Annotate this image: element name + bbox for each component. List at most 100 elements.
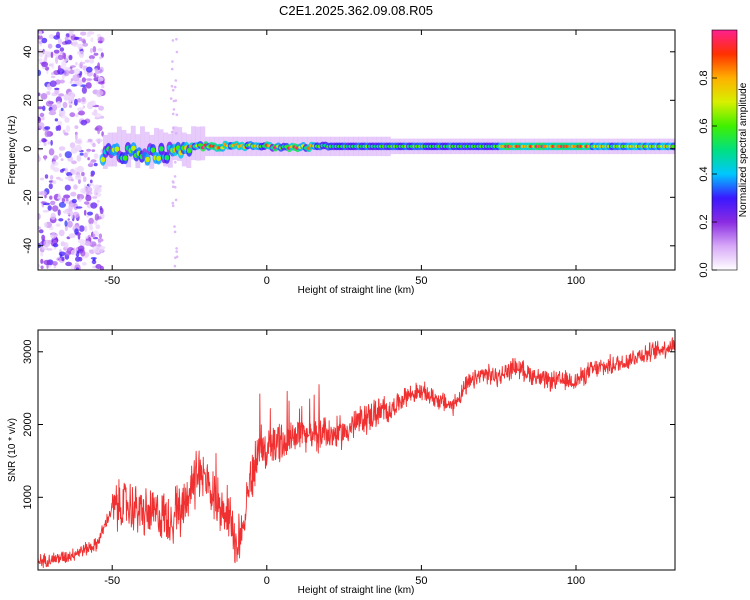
colorbar-tick-label: 0.0 (698, 262, 710, 277)
heatmap-noise-cell (68, 99, 71, 105)
colorbar-tick-label: 0.8 (698, 70, 710, 85)
heatmap-noise-cell (58, 251, 66, 257)
heatmap-noise-cell (92, 258, 96, 262)
heatmap-noise-cell (40, 93, 48, 100)
heatmap-noise-cell (40, 265, 44, 270)
heatmap-noise-cell (44, 174, 49, 179)
heatmap-band-core (150, 147, 156, 153)
heatmap-noise-cell (80, 31, 87, 36)
heatmap-noise-cell (74, 228, 79, 235)
heatmap-noise-cell (38, 92, 41, 97)
heatmap-noise-cell (44, 130, 51, 138)
heatmap-noise-cell (39, 112, 45, 118)
heatmap-noise-cell (71, 160, 77, 165)
heatmap-noise-cell (63, 194, 71, 199)
heatmap-noise-cell (48, 34, 55, 39)
heatmap-noise-cell (89, 102, 97, 106)
heatmap-noise-cell (80, 249, 86, 257)
heatmap-noise-cell (48, 63, 53, 67)
heatmap-noise-cell (98, 239, 102, 244)
heatmap-noise-cell (99, 206, 103, 211)
spectrogram-x-tick-label: 0 (264, 275, 270, 287)
heatmap-noise-cell (57, 38, 63, 45)
heatmap-noise-cell (47, 141, 51, 145)
heatmap-noise-cell (50, 139, 53, 146)
heatmap-noise-cell (97, 48, 103, 52)
heatmap-noise-cell (84, 225, 88, 232)
heatmap-noise-cell (61, 197, 66, 203)
heatmap-noise-cell (51, 72, 55, 76)
spectrogram-marks (38, 30, 675, 270)
snr-series-line (38, 337, 675, 569)
heatmap-noise-cell (53, 167, 60, 173)
heatmap-noise-cell (50, 200, 56, 206)
heatmap-noise-cell (94, 186, 100, 192)
heatmap-noise-cell (93, 73, 97, 78)
heatmap-noise-cell (40, 177, 45, 181)
heatmap-noise-cell (64, 117, 70, 123)
heatmap-noise-cell (38, 155, 41, 163)
heatmap-noise-cell (95, 224, 101, 230)
heatmap-noise-cell (70, 191, 77, 197)
heatmap-noise-cell (76, 98, 82, 103)
heatmap-noise-cell (57, 124, 62, 131)
heatmap-noise-cell (81, 86, 87, 94)
heatmap-noise-cell (41, 234, 45, 241)
heatmap-noise-cell (43, 51, 51, 55)
heatmap-noise-cell (49, 80, 57, 87)
heatmap-noise-cell (55, 223, 61, 227)
heatmap-band-core (122, 155, 128, 161)
spectrogram-y-tick-label: 0 (22, 146, 34, 152)
heatmap-noise-cell (77, 112, 84, 116)
spectrogram-y-tick-label: 40 (22, 46, 34, 58)
heatmap-noise-cell (48, 183, 53, 190)
heatmap-noise-cell (55, 56, 59, 64)
heatmap-noise-cell (68, 54, 73, 61)
heatmap-noise-cell (47, 205, 52, 211)
heatmap-noise-cell (67, 91, 75, 99)
heatmap-noise-cell (64, 242, 69, 249)
heatmap-noise-cell (95, 138, 103, 143)
heatmap-noise-cell (74, 98, 78, 106)
heatmap-noise-cell (95, 184, 99, 188)
heatmap-noise-cell (89, 161, 94, 165)
heatmap-noise-cell (63, 210, 69, 214)
heatmap-noise-cell (59, 153, 62, 158)
heatmap-noise-cell (65, 125, 71, 133)
heatmap-noise-cell (173, 175, 177, 178)
heatmap-noise-cell (98, 105, 104, 111)
heatmap-noise-cell (53, 49, 60, 54)
heatmap-noise-cell (93, 52, 99, 56)
heatmap-noise-cell (74, 139, 82, 144)
heatmap-noise-cell (84, 201, 90, 205)
heatmap-noise-cell (97, 62, 100, 70)
heatmap-noise-cell (169, 97, 173, 100)
spectrogram-y-axis: -40 -20 0 20 40 (22, 46, 675, 254)
heatmap-noise-cell (49, 175, 54, 180)
heatmap-noise-cell (78, 225, 85, 232)
heatmap-noise-cell (67, 220, 73, 228)
heatmap-noise-cell (70, 263, 75, 270)
heatmap-noise-cell (84, 240, 91, 246)
heatmap-noise-cell (40, 258, 44, 264)
heatmap-noise-cell (40, 251, 44, 257)
heatmap-noise-cell (95, 264, 102, 269)
heatmap-noise-cell (82, 105, 86, 109)
heatmap-noise-cell (38, 212, 41, 221)
heatmap-noise-cell (173, 264, 177, 268)
heatmap-noise-cell (172, 185, 175, 188)
heatmap-halo-cell (163, 132, 169, 167)
heatmap-noise-cell (58, 218, 64, 222)
heatmap-noise-cell (98, 246, 105, 253)
heatmap-noise-cell (57, 192, 61, 199)
heatmap-noise-cell (69, 142, 76, 149)
heatmap-noise-cell (70, 249, 77, 256)
heatmap-noise-cell (173, 225, 176, 228)
snr-x-tick-label: 100 (567, 575, 585, 587)
heatmap-noise-cell (59, 169, 64, 173)
heatmap-noise-cell (85, 82, 92, 89)
heatmap-noise-cell (171, 180, 175, 183)
heatmap-noise-cell (49, 195, 53, 200)
heatmap-noise-cell (170, 67, 174, 71)
